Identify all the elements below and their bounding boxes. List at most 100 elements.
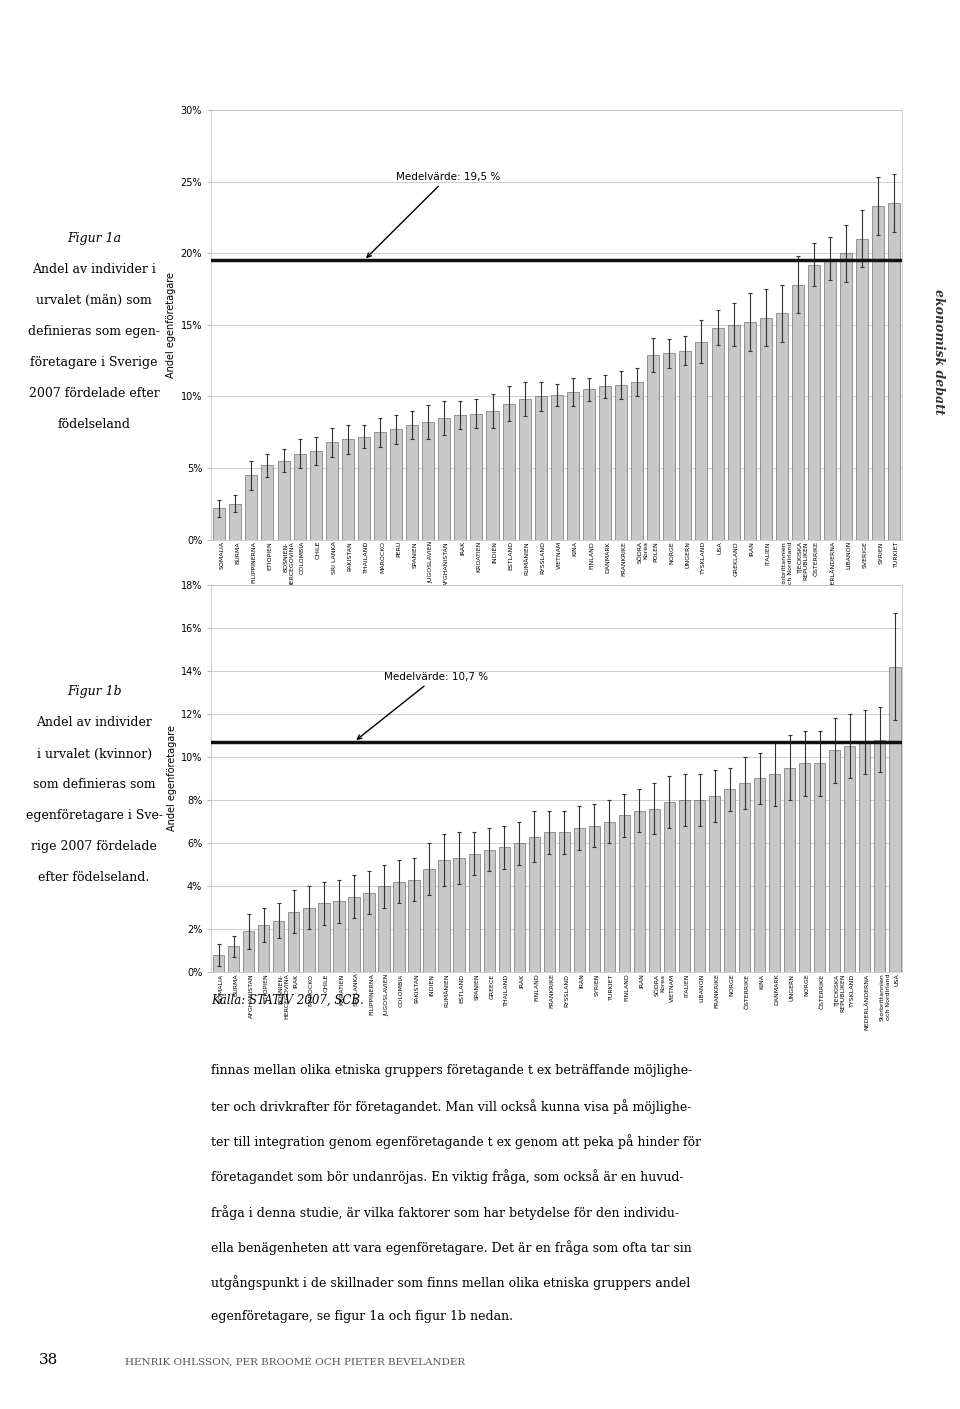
Text: företagandet som bör undanröjas. En viktig fråga, som också är en huvud-: företagandet som bör undanröjas. En vikt… bbox=[211, 1169, 684, 1185]
Bar bbox=[333, 902, 345, 972]
Bar bbox=[724, 789, 735, 972]
Text: 2007 fördelade efter: 2007 fördelade efter bbox=[29, 387, 159, 400]
Bar bbox=[759, 317, 772, 540]
Text: ter till integration genom egenföretagande t ex genom att peka på hinder för: ter till integration genom egenföretagan… bbox=[211, 1134, 702, 1150]
Bar bbox=[792, 285, 804, 540]
Bar bbox=[566, 392, 579, 540]
Text: utgångspunkt i de skillnader som finns mellan olika etniska gruppers andel: utgångspunkt i de skillnader som finns m… bbox=[211, 1275, 690, 1291]
Bar bbox=[873, 206, 884, 540]
Text: 38: 38 bbox=[38, 1353, 58, 1367]
Bar bbox=[277, 461, 290, 540]
Bar bbox=[859, 743, 871, 972]
Bar bbox=[246, 475, 257, 540]
Bar bbox=[294, 454, 305, 540]
Bar bbox=[390, 430, 402, 540]
Bar bbox=[574, 828, 585, 972]
Bar bbox=[844, 747, 855, 972]
Bar bbox=[348, 898, 360, 972]
Bar bbox=[258, 924, 270, 972]
Bar bbox=[799, 764, 810, 972]
Text: Källa: STATIV 2007, SCB.: Källa: STATIV 2007, SCB. bbox=[211, 993, 364, 1006]
Bar bbox=[695, 342, 708, 540]
Text: som definieras som: som definieras som bbox=[33, 778, 156, 792]
Bar bbox=[213, 955, 225, 972]
Bar bbox=[358, 437, 370, 540]
Bar bbox=[664, 802, 675, 972]
Bar bbox=[484, 850, 494, 972]
Bar bbox=[679, 800, 690, 972]
Bar bbox=[529, 837, 540, 972]
Bar bbox=[470, 414, 483, 540]
Bar bbox=[784, 768, 795, 972]
Text: definieras som egen-: definieras som egen- bbox=[28, 325, 160, 338]
Bar bbox=[604, 821, 615, 972]
Bar bbox=[769, 774, 780, 972]
Bar bbox=[325, 442, 338, 540]
Bar bbox=[619, 814, 630, 972]
Bar bbox=[615, 385, 627, 540]
Bar bbox=[243, 931, 254, 972]
Bar bbox=[303, 907, 315, 972]
Bar bbox=[856, 238, 868, 540]
Bar bbox=[319, 903, 329, 972]
Bar bbox=[824, 259, 836, 540]
Bar bbox=[889, 666, 900, 972]
Bar bbox=[288, 912, 300, 972]
Text: företagare i Sverige: företagare i Sverige bbox=[31, 355, 157, 369]
Bar bbox=[840, 254, 852, 540]
Bar bbox=[808, 265, 820, 540]
Bar bbox=[454, 416, 467, 540]
Bar bbox=[423, 869, 435, 972]
Bar bbox=[588, 826, 600, 972]
Bar bbox=[631, 382, 643, 540]
Bar bbox=[728, 324, 739, 540]
Bar bbox=[559, 833, 570, 972]
Text: efter födelseland.: efter födelseland. bbox=[38, 871, 150, 885]
Bar bbox=[711, 328, 724, 540]
Text: egenföretagare, se figur 1a och figur 1b nedan.: egenföretagare, se figur 1a och figur 1b… bbox=[211, 1310, 514, 1323]
Bar bbox=[543, 833, 555, 972]
Bar bbox=[599, 386, 612, 540]
Bar bbox=[408, 879, 420, 972]
Bar bbox=[422, 423, 434, 540]
Bar bbox=[498, 847, 510, 972]
Bar bbox=[744, 321, 756, 540]
Text: Medelvärde: 10,7 %: Medelvärde: 10,7 % bbox=[357, 672, 488, 740]
Y-axis label: Andel egenföretagare: Andel egenföretagare bbox=[166, 726, 177, 831]
Bar bbox=[378, 886, 390, 972]
Text: HENRIK OHLSSON, PER BROOMÉ OCH PIETER BEVELANDER: HENRIK OHLSSON, PER BROOMÉ OCH PIETER BE… bbox=[125, 1357, 465, 1367]
Text: ella benägenheten att vara egenföretagare. Det är en fråga som ofta tar sin: ella benägenheten att vara egenföretagar… bbox=[211, 1240, 692, 1255]
Bar bbox=[647, 355, 660, 540]
Bar bbox=[439, 861, 449, 972]
Bar bbox=[228, 947, 239, 972]
Bar bbox=[634, 810, 645, 972]
Text: Medelvärde: 19,5 %: Medelvärde: 19,5 % bbox=[367, 172, 500, 258]
Bar bbox=[514, 843, 525, 972]
Bar bbox=[518, 399, 531, 540]
Bar bbox=[374, 433, 386, 540]
Bar bbox=[274, 920, 284, 972]
Bar bbox=[261, 465, 274, 540]
Bar bbox=[468, 854, 480, 972]
Bar bbox=[875, 740, 885, 972]
Bar bbox=[708, 796, 720, 972]
Bar bbox=[583, 389, 595, 540]
Bar bbox=[453, 858, 465, 972]
Bar bbox=[363, 892, 374, 972]
Text: ter och drivkrafter för företagandet. Man vill också kunna visa på möjlighe-: ter och drivkrafter för företagandet. Ma… bbox=[211, 1099, 691, 1115]
Bar bbox=[342, 440, 354, 540]
Bar bbox=[739, 783, 751, 972]
Bar bbox=[694, 800, 706, 972]
Bar bbox=[535, 396, 547, 540]
Bar bbox=[888, 203, 900, 540]
Text: Andel av individer: Andel av individer bbox=[36, 716, 152, 730]
Y-axis label: Andel egenföretagare: Andel egenföretagare bbox=[166, 272, 177, 378]
Bar bbox=[213, 509, 226, 540]
Text: fråga i denna studie, är vilka faktorer som har betydelse för den individu-: fråga i denna studie, är vilka faktorer … bbox=[211, 1205, 680, 1220]
Text: urvalet (män) som: urvalet (män) som bbox=[36, 294, 152, 307]
Text: finnas mellan olika etniska gruppers företagande t ex beträffande möjlighe-: finnas mellan olika etniska gruppers för… bbox=[211, 1064, 692, 1076]
Bar bbox=[829, 751, 840, 972]
Bar bbox=[649, 809, 660, 972]
Bar bbox=[439, 418, 450, 540]
Text: Figur 1a: Figur 1a bbox=[67, 231, 121, 245]
